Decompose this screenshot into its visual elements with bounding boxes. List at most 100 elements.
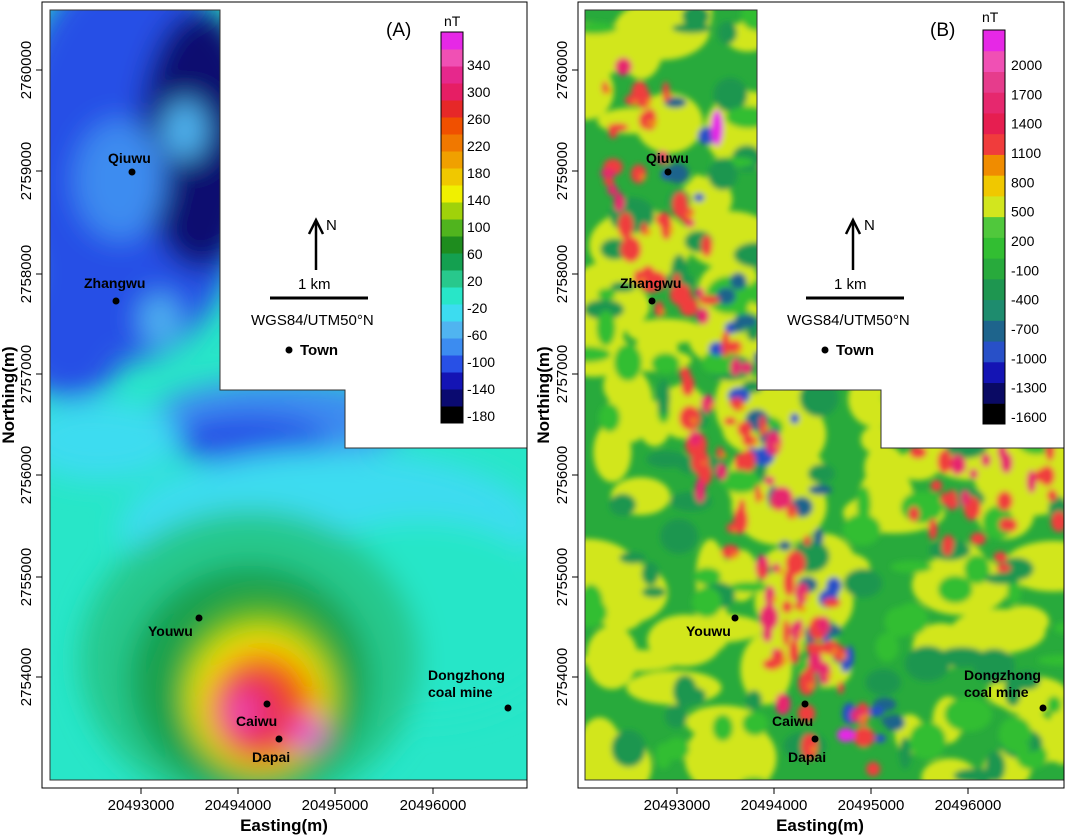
town-marker-zhangwu — [648, 297, 656, 305]
panel-b-x-tick-label: 20493000 — [644, 797, 711, 814]
colorbar-swatch — [983, 30, 1005, 52]
town-marker-dongzhong — [1039, 704, 1047, 712]
town-label-dapai: Dapai — [788, 749, 826, 765]
panel-b-x-axis-title: Easting(m) — [776, 816, 864, 835]
town-marker-youwu — [731, 614, 739, 622]
colorbar-tick-label: 300 — [467, 84, 491, 100]
colorbar-swatch — [441, 185, 463, 203]
colorbar-swatch — [983, 175, 1005, 197]
colorbar-tick-label: -400 — [1011, 292, 1039, 308]
legend-town-marker — [821, 346, 829, 354]
panel-a-y-tick-label: 2754000 — [18, 648, 35, 706]
town-label-youwu: Youwu — [686, 623, 731, 639]
colorbar-swatch — [441, 134, 463, 152]
town-label-dongzhong: Dongzhong coal mine — [428, 667, 505, 700]
colorbar-swatch — [983, 92, 1005, 114]
colorbar-tick-label: 1700 — [1011, 86, 1042, 102]
panel-b-y-tick-label: 2759000 — [554, 142, 571, 200]
town-marker-caiwu — [801, 700, 809, 708]
panel-b-colorbar: nT 2000 1700 1400 1100 800 500 200 -100 -400 -700… — [982, 9, 1047, 425]
panel-a-scale-label: 1 km — [298, 276, 331, 293]
panel-a-towns: Qiuwu Zhangwu Youwu Caiwu Dapai Dongzhon… — [84, 150, 512, 765]
colorbar-swatch — [441, 253, 463, 271]
colorbar-tick-label: 20 — [467, 273, 483, 289]
panel-b-crs-label: WGS84/UTM50°N — [787, 312, 910, 329]
colorbar-tick-label: -1600 — [1011, 409, 1047, 425]
town-label-youwu: Youwu — [148, 623, 193, 639]
colorbar-swatch — [441, 49, 463, 67]
panel-b-legend-label: Town — [836, 342, 874, 359]
colorbar-swatch — [983, 133, 1005, 155]
colorbar-swatch — [983, 320, 1005, 342]
panel-b-axes-frame — [577, 1, 1065, 789]
colorbar-swatch — [441, 202, 463, 220]
town-label-zhangwu: Zhangwu — [84, 275, 145, 291]
colorbar-swatch — [441, 151, 463, 169]
town-label-caiwu: Caiwu — [236, 713, 277, 729]
colorbar-tick-label: 260 — [467, 111, 491, 127]
panel-a-y-tick-label: 2757000 — [18, 345, 35, 403]
town-marker-zhangwu — [112, 297, 120, 305]
colorbar-swatch — [441, 32, 463, 50]
panel-a-y-tick-label: 2758000 — [18, 245, 35, 303]
panel-b-map-furniture: N 1 km WGS84/UTM50°N Town — [787, 217, 910, 359]
colorbar-swatch — [983, 299, 1005, 321]
town-marker-dapai — [275, 735, 283, 743]
town-marker-qiuwu — [664, 168, 672, 176]
panel-a-axes-frame — [41, 1, 528, 789]
colorbar-swatch — [441, 117, 463, 135]
town-marker-dongzhong — [504, 704, 512, 712]
colorbar-swatch — [441, 389, 463, 407]
colorbar-tick-label: -140 — [467, 381, 495, 397]
colorbar-swatch — [983, 112, 1005, 135]
panel-a-label: (A) — [386, 20, 411, 41]
colorbar-tick-label: 500 — [1011, 204, 1035, 220]
colorbar-swatch — [983, 403, 1005, 425]
panel-b-x-tick-label: 20494000 — [741, 797, 808, 814]
colorbar-tick-label: 100 — [467, 219, 491, 235]
colorbar-tick-label: 140 — [467, 192, 491, 208]
panel-a-map-furniture: N 1 km WGS84/UTM50°N Town — [251, 217, 374, 359]
panel-a-x-tick-label: 20495000 — [302, 797, 369, 814]
panel-b-y-tick-label: 2757000 — [554, 345, 571, 403]
colorbar-tick-label: 1400 — [1011, 116, 1042, 132]
panel-b-x-axis: 20493000 20494000 20495000 20496000 East… — [644, 788, 1001, 835]
colorbar-tick-label: -60 — [467, 327, 487, 343]
colorbar-swatch — [441, 304, 463, 322]
colorbar-swatch — [983, 258, 1005, 280]
colorbar-swatch — [983, 50, 1005, 72]
panel-b-y-tick-label: 2760000 — [554, 41, 571, 99]
panel-b-y-tick-label: 2754000 — [554, 648, 571, 706]
colorbar-swatch — [441, 355, 463, 373]
town-marker-dapai — [811, 735, 819, 743]
panel-a-colorbar: nT 340 300 260 220 180 140 100 60 20 -20 -60 -100 -1… — [440, 13, 495, 424]
town-label-qiuwu: Qiuwu — [646, 150, 689, 166]
panel-b-label: (B) — [930, 20, 955, 41]
panel-a-y-tick-label: 2760000 — [18, 41, 35, 99]
panel-a-x-axis: 20493000 20494000 20495000 20496000 East… — [108, 788, 466, 835]
colorbar-tick-label: 200 — [1011, 233, 1035, 249]
colorbar-swatch — [983, 195, 1005, 218]
colorbar-tick-label: -1000 — [1011, 350, 1047, 366]
colorbar-swatch — [441, 321, 463, 339]
colorbar-swatch — [441, 372, 463, 390]
colorbar-tick-label: -1300 — [1011, 380, 1047, 396]
colorbar-tick-label: -180 — [467, 408, 495, 424]
colorbar-swatch — [441, 100, 463, 118]
colorbar-tick-label: 800 — [1011, 174, 1035, 190]
colorbar-swatch — [441, 219, 463, 237]
panel-b-towns: Qiuwu Zhangwu Youwu Caiwu Dapai Dongzhon… — [620, 150, 1047, 765]
panel-b-y-tick-label: 2758000 — [554, 245, 571, 303]
panel-a-x-axis-title: Easting(m) — [240, 816, 328, 835]
colorbar-tick-label: 60 — [467, 246, 483, 262]
colorbar-tick-label: 340 — [467, 57, 491, 73]
colorbar-tick-label: 2000 — [1011, 57, 1042, 73]
colorbar-swatch — [983, 216, 1005, 238]
panel-b-y-tick-label: 2755000 — [554, 548, 571, 606]
colorbar-swatch — [983, 237, 1005, 259]
panel-a-y-axis-title: Northing(m) — [0, 346, 18, 443]
panel-a-x-tick-label: 20494000 — [205, 797, 272, 814]
colorbar-swatch — [983, 71, 1005, 93]
panel-a-y-tick-label: 2756000 — [18, 446, 35, 504]
